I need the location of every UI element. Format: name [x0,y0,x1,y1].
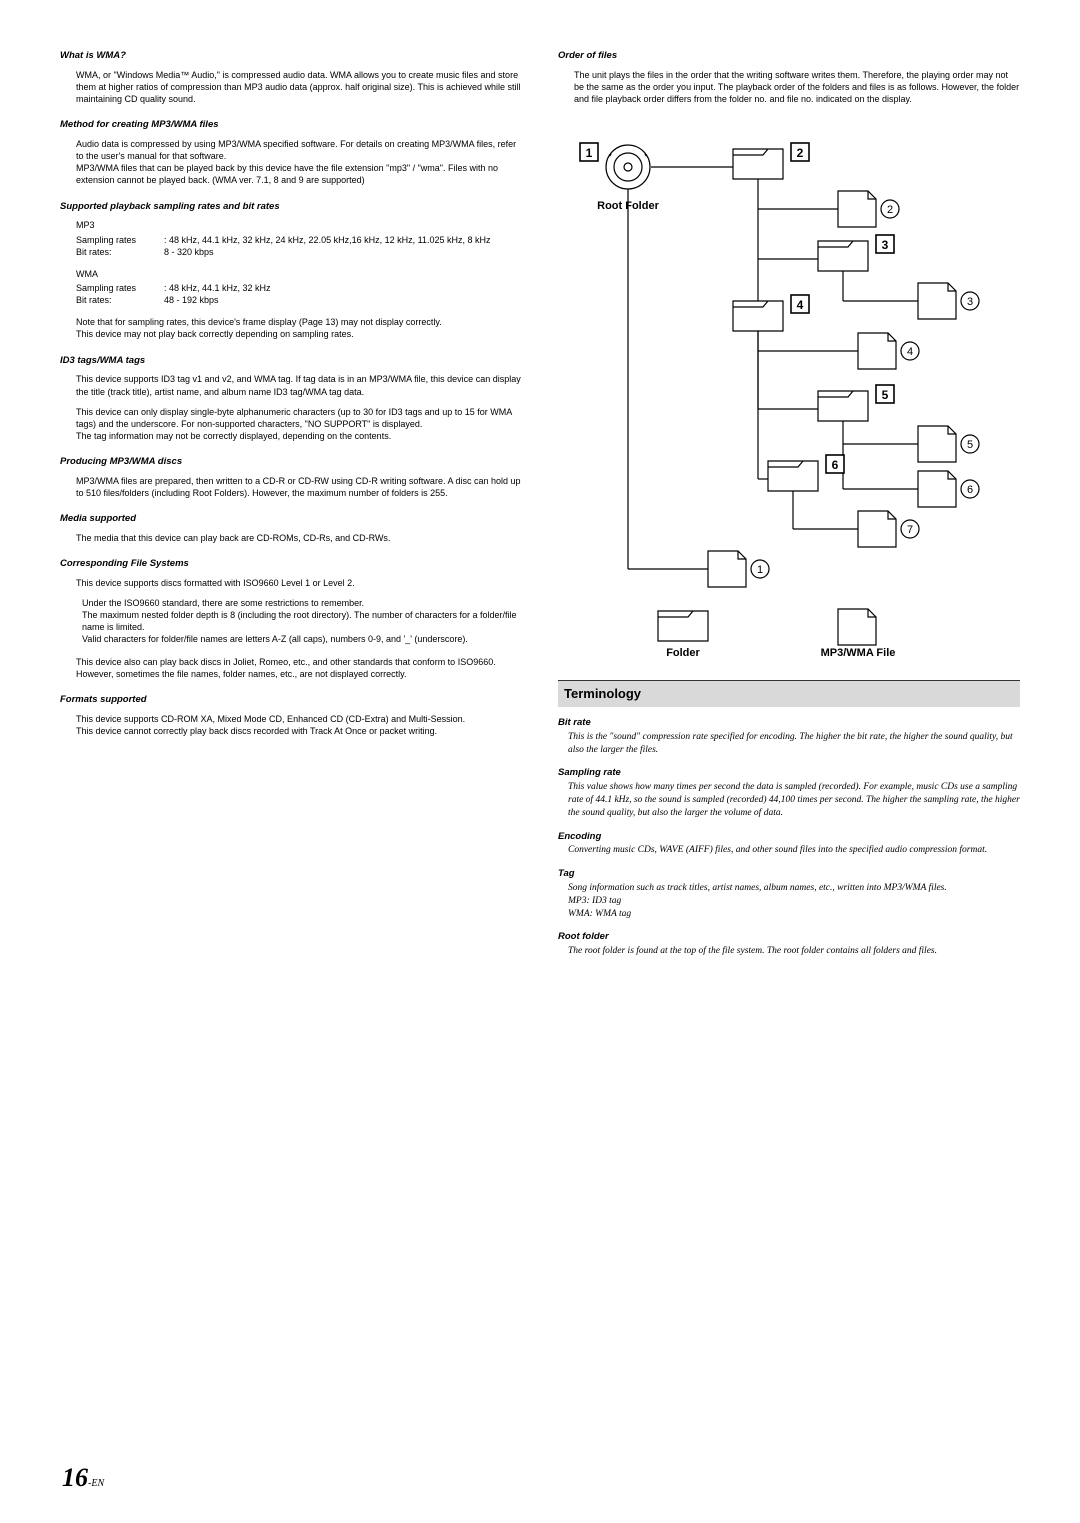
term-root-b: The root folder is found at the top of t… [568,945,1020,958]
wma-br-label: Bit rates: [76,294,164,306]
box-2: 2 [797,146,804,160]
mp3-br-val: 8 - 320 kbps [164,246,522,258]
circle-1: 1 [757,564,763,576]
mp3-sr-label: Sampling rates [76,234,164,246]
fs-b2: The maximum nested folder depth is 8 (in… [82,609,522,633]
page-suffix: -EN [88,1478,104,1489]
order-body: The unit plays the files in the order th… [574,69,1020,105]
id3-title: ID3 tags/WMA tags [60,355,522,368]
id3-p2: This device can only display single-byte… [76,406,522,430]
left-column: What is WMA? WMA, or "Windows Media™ Aud… [60,50,522,969]
mp3-sr-row: Sampling rates : 48 kHz, 44.1 kHz, 32 kH… [76,234,522,246]
box-1: 1 [580,143,598,161]
supported-note2: This device may not play back correctly … [76,328,522,340]
supported-note1: Note that for sampling rates, this devic… [76,316,522,328]
term-sampling-t: Sampling rate [558,767,1020,780]
method-p2: MP3/WMA files that can be played back by… [76,162,522,186]
formats-p1: This device supports CD-ROM XA, Mixed Mo… [76,713,522,725]
wma-sr-label: Sampling rates [76,282,164,294]
wma-body: WMA, or "Windows Media™ Audio," is compr… [76,69,522,105]
box-6: 6 [832,458,839,472]
circle-5: 5 [967,439,973,451]
mp3-label: MP3 [76,219,522,231]
terminology-header: Terminology [558,680,1020,707]
page-num-value: 16 [62,1463,88,1492]
mp3-br-label: Bit rates: [76,246,164,258]
term-tag-b: Song information such as track titles, a… [568,882,1020,920]
term-sampling-b: This value shows how many times per seco… [568,781,1020,819]
term-encoding-t: Encoding [558,831,1020,844]
wma-label: WMA [76,268,522,280]
wma-title: What is WMA? [60,50,522,63]
formats-title: Formats supported [60,694,522,707]
producing-title: Producing MP3/WMA discs [60,456,522,469]
circle-2: 2 [887,204,893,216]
term-bitrate-t: Bit rate [558,717,1020,730]
term-encoding-b: Converting music CDs, WAVE (AIFF) files,… [568,844,1020,857]
supported-title: Supported playback sampling rates and bi… [60,201,522,214]
wma-br-row: Bit rates: 48 - 192 kbps [76,294,522,306]
fs-p1: This device supports discs formatted wit… [76,577,522,589]
wma-sr-row: Sampling rates : 48 kHz, 44.1 kHz, 32 kH… [76,282,522,294]
order-title: Order of files [558,50,1020,63]
circle-4: 4 [907,346,913,358]
box-4: 4 [797,298,804,312]
page-number: 16-EN [62,1460,104,1495]
right-column: Order of files The unit plays the files … [558,50,1020,969]
svg-text:1: 1 [586,146,593,160]
term-tag-t: Tag [558,868,1020,881]
mp3-br-row: Bit rates: 8 - 320 kbps [76,246,522,258]
circle-3: 3 [967,296,973,308]
wma-br-val: 48 - 192 kbps [164,294,522,306]
fs-p2: This device also can play back discs in … [76,656,522,680]
term-bitrate-b: This is the "sound" compression rate spe… [568,731,1020,757]
producing-body: MP3/WMA files are prepared, then written… [76,475,522,499]
folder-tree-diagram: 1 Root Folder 2 2 [558,119,998,659]
folder-legend: Folder [666,647,700,659]
fs-title: Corresponding File Systems [60,558,522,571]
media-body: The media that this device can play back… [76,532,522,544]
page-columns: What is WMA? WMA, or "Windows Media™ Aud… [60,50,1020,969]
file-legend: MP3/WMA File [821,647,896,659]
term-root-t: Root folder [558,931,1020,944]
box-3: 3 [882,238,889,252]
method-title: Method for creating MP3/WMA files [60,119,522,132]
formats-p2: This device cannot correctly play back d… [76,725,522,737]
id3-p1: This device supports ID3 tag v1 and v2, … [76,373,522,397]
circle-6: 6 [967,484,973,496]
id3-p3: The tag information may not be correctly… [76,430,522,442]
mp3-sr-val: : 48 kHz, 44.1 kHz, 32 kHz, 24 kHz, 22.0… [164,234,522,246]
box-5: 5 [882,388,889,402]
fs-b1: Under the ISO9660 standard, there are so… [82,597,522,609]
fs-b3: Valid characters for folder/file names a… [82,633,522,645]
method-p1: Audio data is compressed by using MP3/WM… [76,138,522,162]
media-title: Media supported [60,513,522,526]
wma-sr-val: : 48 kHz, 44.1 kHz, 32 kHz [164,282,522,294]
circle-7: 7 [907,524,913,536]
